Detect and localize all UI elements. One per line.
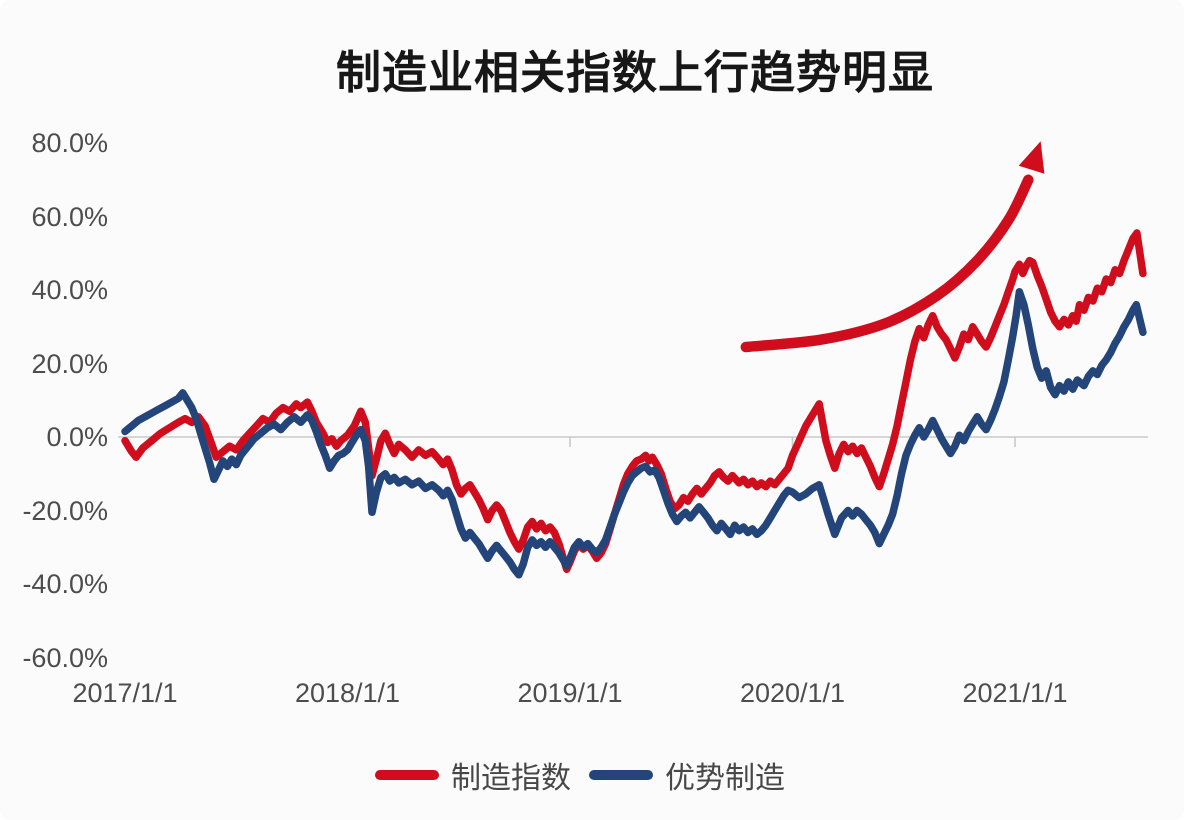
chart-title: 制造业相关指数上行趋势明显	[335, 47, 934, 98]
legend-item-advantage-manufacturing: 优势制造	[589, 753, 785, 797]
y-tick-label: 40.0%	[31, 275, 108, 305]
y-tick-label: -60.0%	[22, 642, 108, 673]
uptrend-arrow-curve	[740, 174, 1034, 353]
legend-label: 制造指数	[451, 762, 571, 795]
series-line-manufacturing-index	[121, 229, 1147, 574]
uptrend-arrow-head	[1018, 141, 1045, 174]
x-tick-label: 2020/1/1	[739, 678, 846, 708]
series-line-advantage-manufacturing	[121, 288, 1147, 579]
legend-item-manufacturing-index: 制造指数	[375, 753, 571, 797]
x-tick-label: 2017/1/1	[72, 678, 178, 708]
y-tick-label: 20.0%	[31, 348, 108, 379]
y-tick-label: 60.0%	[31, 201, 108, 232]
x-tick-label: 2018/1/1	[294, 678, 401, 708]
legend: 制造指数 优势制造	[0, 754, 1160, 796]
y-tick-label: 80.0%	[31, 128, 108, 158]
y-tick-label: 0.0%	[46, 422, 108, 452]
x-tick-label: 2021/1/1	[962, 678, 1068, 708]
legend-label: 优势制造	[665, 762, 785, 795]
legend-swatch-manufacturing-index	[375, 770, 439, 780]
y-tick-label: -20.0%	[22, 495, 108, 526]
x-tick-label: 2019/1/1	[517, 678, 623, 708]
y-tick-label: -40.0%	[22, 569, 108, 599]
legend-swatch-advantage-manufacturing	[589, 770, 653, 780]
